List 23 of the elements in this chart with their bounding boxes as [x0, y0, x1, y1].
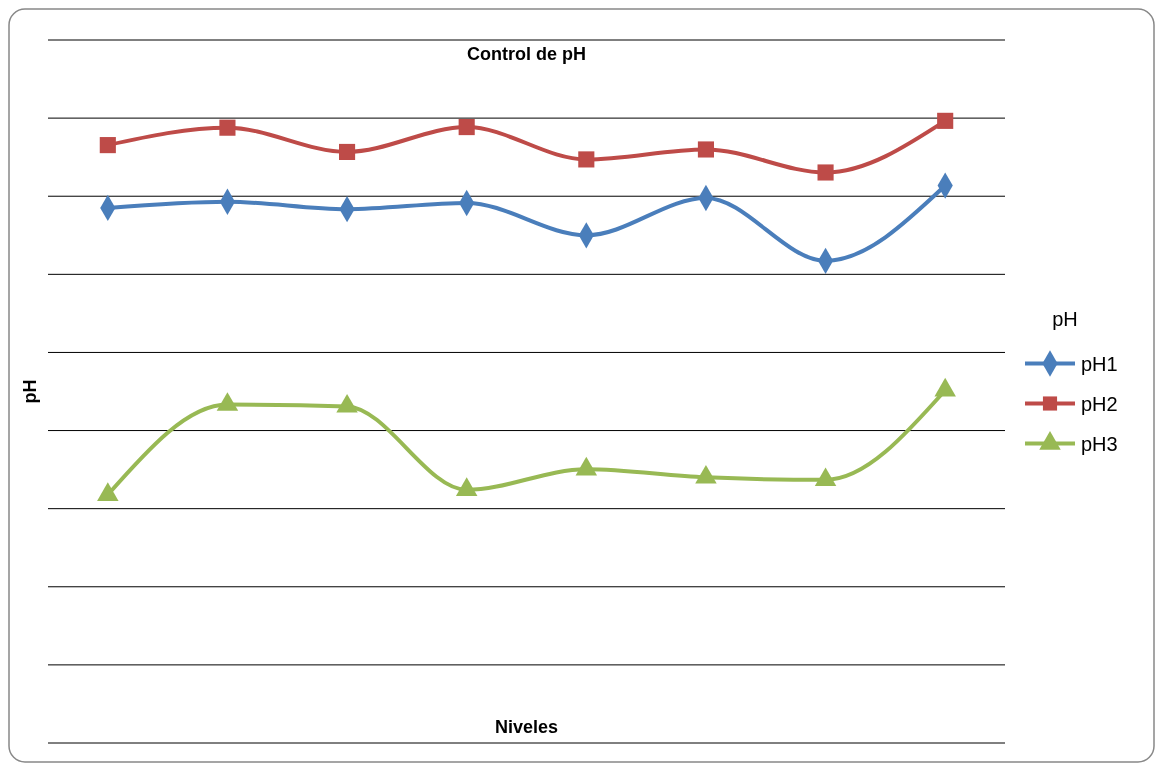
point — [219, 119, 236, 136]
point — [97, 482, 119, 501]
point — [336, 394, 358, 413]
point — [216, 392, 239, 411]
point — [937, 112, 954, 129]
legend-label: pH3 — [1081, 432, 1118, 455]
y-axis-title: pH — [20, 379, 40, 404]
chart-title: Control de pH — [467, 44, 586, 64]
legend-label: pH1 — [1081, 352, 1118, 375]
point — [934, 377, 956, 397]
point — [578, 151, 595, 168]
point — [814, 467, 837, 487]
point — [697, 141, 714, 158]
point — [695, 464, 717, 484]
point — [458, 119, 475, 136]
point — [455, 477, 478, 496]
point — [575, 456, 598, 476]
point — [99, 137, 116, 154]
point — [339, 143, 356, 161]
point — [817, 164, 834, 181]
x-axis-title: Niveles — [494, 717, 559, 737]
legend-title: pH — [1052, 307, 1078, 330]
legend-label: pH2 — [1081, 392, 1118, 415]
